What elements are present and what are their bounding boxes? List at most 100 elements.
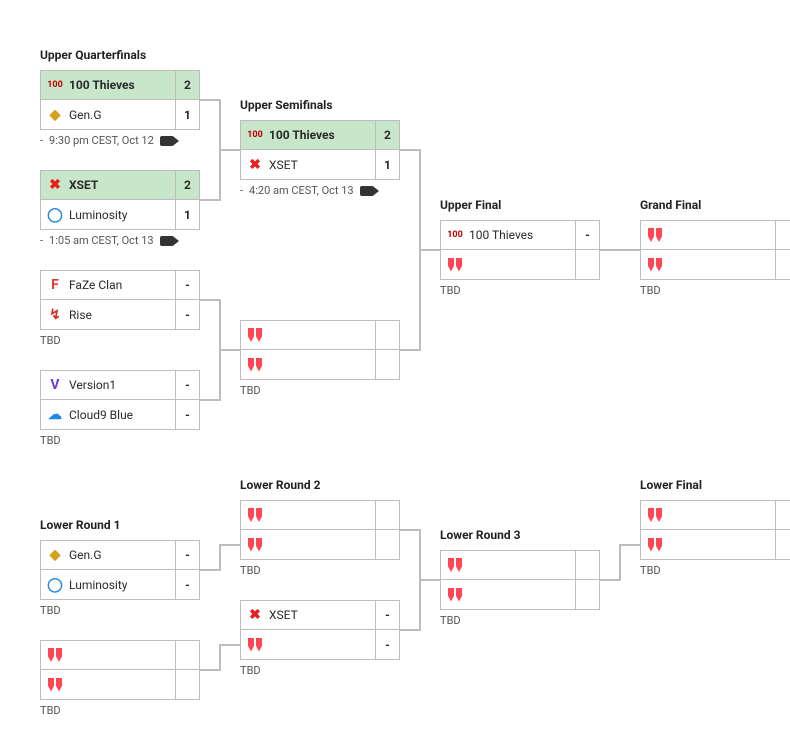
team-name: Gen.G	[69, 548, 175, 562]
match-usf2	[240, 320, 400, 380]
hundred-logo-icon: 100	[441, 230, 469, 240]
match-time: -1:05 am CEST, Oct 13	[40, 234, 174, 247]
tbd-logo-icon	[241, 358, 269, 372]
team-name: Luminosity	[69, 208, 175, 222]
rise-logo-icon: ↯	[41, 307, 69, 323]
team-row[interactable]: VVersion1-	[40, 370, 200, 400]
team-row[interactable]: ↯Rise-	[40, 300, 200, 330]
tbd-logo-icon	[641, 508, 669, 522]
team-row[interactable]: FFaZe Clan-	[40, 270, 200, 300]
tbd-logo-icon	[241, 508, 269, 522]
match-uqf3: FFaZe Clan-↯Rise-	[40, 270, 200, 330]
match-uqf1: 100100 Thieves2◆Gen.G1	[40, 70, 200, 130]
round-title-uqf: Upper Quarterfinals	[40, 48, 146, 62]
team-score	[775, 250, 790, 279]
tbd-logo-icon	[41, 678, 69, 692]
team-row[interactable]	[640, 220, 790, 250]
team-row[interactable]	[240, 500, 400, 530]
tbd-logo-icon	[641, 538, 669, 552]
geng-logo-icon: ◆	[41, 547, 69, 563]
match-lr3	[440, 550, 600, 610]
match-tbd-label: TBD	[440, 284, 461, 297]
round-title-uf: Upper Final	[440, 198, 501, 212]
team-score	[575, 250, 599, 279]
stream-icon[interactable]	[360, 186, 374, 196]
team-score: -	[175, 400, 199, 429]
team-row[interactable]	[440, 580, 600, 610]
team-score	[375, 530, 399, 559]
team-score: -	[175, 371, 199, 399]
round-title-usf: Upper Semifinals	[240, 98, 333, 112]
match-tbd-label: TBD	[240, 564, 261, 577]
team-row[interactable]	[240, 530, 400, 560]
team-score: 2	[175, 71, 199, 99]
team-row[interactable]: ✖XSET2	[40, 170, 200, 200]
team-row[interactable]	[240, 320, 400, 350]
team-name: Luminosity	[69, 578, 175, 592]
tbd-logo-icon	[641, 228, 669, 242]
round-title-gf: Grand Final	[640, 198, 701, 212]
team-row[interactable]: ✖XSET-	[240, 600, 400, 630]
team-row[interactable]: ◆Gen.G-	[40, 540, 200, 570]
team-row[interactable]	[440, 550, 600, 580]
team-row[interactable]: ◯Luminosity-	[40, 570, 200, 600]
round-title-lr2: Lower Round 2	[240, 478, 320, 492]
stream-icon[interactable]	[160, 136, 174, 146]
team-row[interactable]	[440, 250, 600, 280]
team-row[interactable]	[240, 350, 400, 380]
team-score	[775, 530, 790, 559]
match-time: -9:30 pm CEST, Oct 12	[40, 134, 174, 147]
team-row[interactable]	[640, 250, 790, 280]
team-score: -	[175, 271, 199, 299]
match-lr2b: ✖XSET--	[240, 600, 400, 660]
team-row[interactable]: 100100 Thieves2	[240, 120, 400, 150]
team-score: -	[175, 300, 199, 329]
match-lr2a	[240, 500, 400, 560]
match-tbd-label: TBD	[40, 334, 61, 347]
match-uf: 100100 Thieves-	[440, 220, 600, 280]
team-name: 100 Thieves	[469, 228, 575, 242]
team-row[interactable]: ☁Cloud9 Blue-	[40, 400, 200, 430]
match-tbd-label: TBD	[240, 384, 261, 397]
match-tbd-label: TBD	[640, 284, 661, 297]
team-name: 100 Thieves	[69, 78, 175, 92]
lumi-logo-icon: ◯	[41, 577, 69, 593]
match-tbd-label: TBD	[40, 704, 61, 717]
team-score	[775, 501, 790, 529]
c9-logo-icon: ☁	[41, 407, 69, 423]
team-name: Version1	[69, 378, 175, 392]
team-row[interactable]: ◆Gen.G1	[40, 100, 200, 130]
tbd-logo-icon	[241, 538, 269, 552]
team-row[interactable]: -	[240, 630, 400, 660]
team-name: Rise	[69, 308, 175, 322]
stream-icon[interactable]	[160, 236, 174, 246]
team-score	[375, 321, 399, 349]
team-row[interactable]: 100100 Thieves-	[440, 220, 600, 250]
team-row[interactable]	[40, 670, 200, 700]
tbd-logo-icon	[641, 258, 669, 272]
team-row[interactable]	[640, 500, 790, 530]
xset-logo-icon: ✖	[41, 177, 69, 193]
team-row[interactable]: ◯Luminosity1	[40, 200, 200, 230]
round-title-lr3: Lower Round 3	[440, 528, 520, 542]
match-lf	[640, 500, 790, 560]
team-score: 2	[175, 171, 199, 199]
team-score	[175, 641, 199, 669]
match-tbd-label: TBD	[40, 434, 61, 447]
tbd-logo-icon	[441, 258, 469, 272]
team-row[interactable]	[40, 640, 200, 670]
match-tbd-label: TBD	[640, 564, 661, 577]
team-name: FaZe Clan	[69, 278, 175, 292]
team-row[interactable]: 100100 Thieves2	[40, 70, 200, 100]
team-row[interactable]	[640, 530, 790, 560]
match-tbd-label: TBD	[440, 614, 461, 627]
match-tbd-label: TBD	[40, 604, 61, 617]
team-row[interactable]: ✖XSET1	[240, 150, 400, 180]
team-score: -	[175, 570, 199, 599]
match-uqf4: VVersion1-☁Cloud9 Blue-	[40, 370, 200, 430]
team-score	[575, 580, 599, 609]
xset-logo-icon: ✖	[241, 607, 269, 623]
team-score: 1	[175, 200, 199, 229]
team-score: 1	[375, 150, 399, 179]
match-lr1b	[40, 640, 200, 700]
